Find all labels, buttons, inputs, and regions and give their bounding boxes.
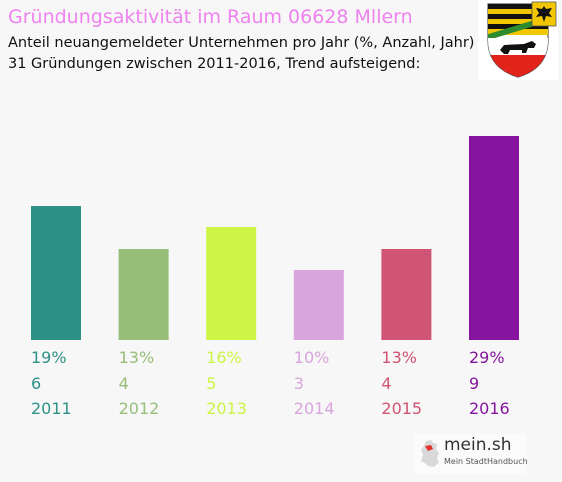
brand-badge[interactable]: mein.sh Mein StadtHandbuch	[414, 434, 528, 474]
bar-2011	[31, 206, 81, 340]
count-label-2013: 5	[206, 374, 216, 393]
count-label-2012: 4	[119, 374, 129, 393]
year-label-2016: 2016	[469, 399, 510, 418]
percent-label-2014: 10%	[294, 348, 330, 367]
year-label-2014: 2014	[294, 399, 335, 418]
bar-2012	[118, 249, 169, 340]
year-label-2015: 2015	[381, 399, 422, 418]
percent-label-2015: 13%	[381, 348, 417, 367]
chart-subtitle: Anteil neuangemeldeter Unternehmen pro J…	[8, 35, 475, 51]
count-label-2016: 9	[469, 374, 479, 393]
count-label-2014: 3	[294, 374, 304, 393]
brand-tagline: Mein StadtHandbuch	[444, 457, 528, 466]
percent-label-2011: 19%	[31, 348, 67, 367]
year-label-2011: 2011	[31, 399, 72, 418]
count-label-2011: 6	[31, 374, 41, 393]
bar-2013	[206, 227, 257, 340]
percent-label-2013: 16%	[206, 348, 242, 367]
bar-2016	[469, 136, 519, 340]
year-label-2013: 2013	[206, 399, 247, 418]
chart-summary: 31 Gründungen zwischen 2011-2016, Trend …	[8, 56, 421, 72]
coat-of-arms-icon	[478, 0, 558, 80]
bar-2015	[381, 249, 432, 340]
bar-2014	[293, 270, 344, 340]
percent-label-2016: 29%	[469, 348, 505, 367]
brand-name: mein.sh	[444, 435, 512, 455]
germany-map-icon	[421, 440, 439, 467]
count-label-2015: 4	[381, 374, 391, 393]
chart-title: Gründungsaktivität im Raum 06628 Mllern	[8, 6, 413, 28]
percent-label-2012: 13%	[119, 348, 155, 367]
year-label-2012: 2012	[119, 399, 160, 418]
